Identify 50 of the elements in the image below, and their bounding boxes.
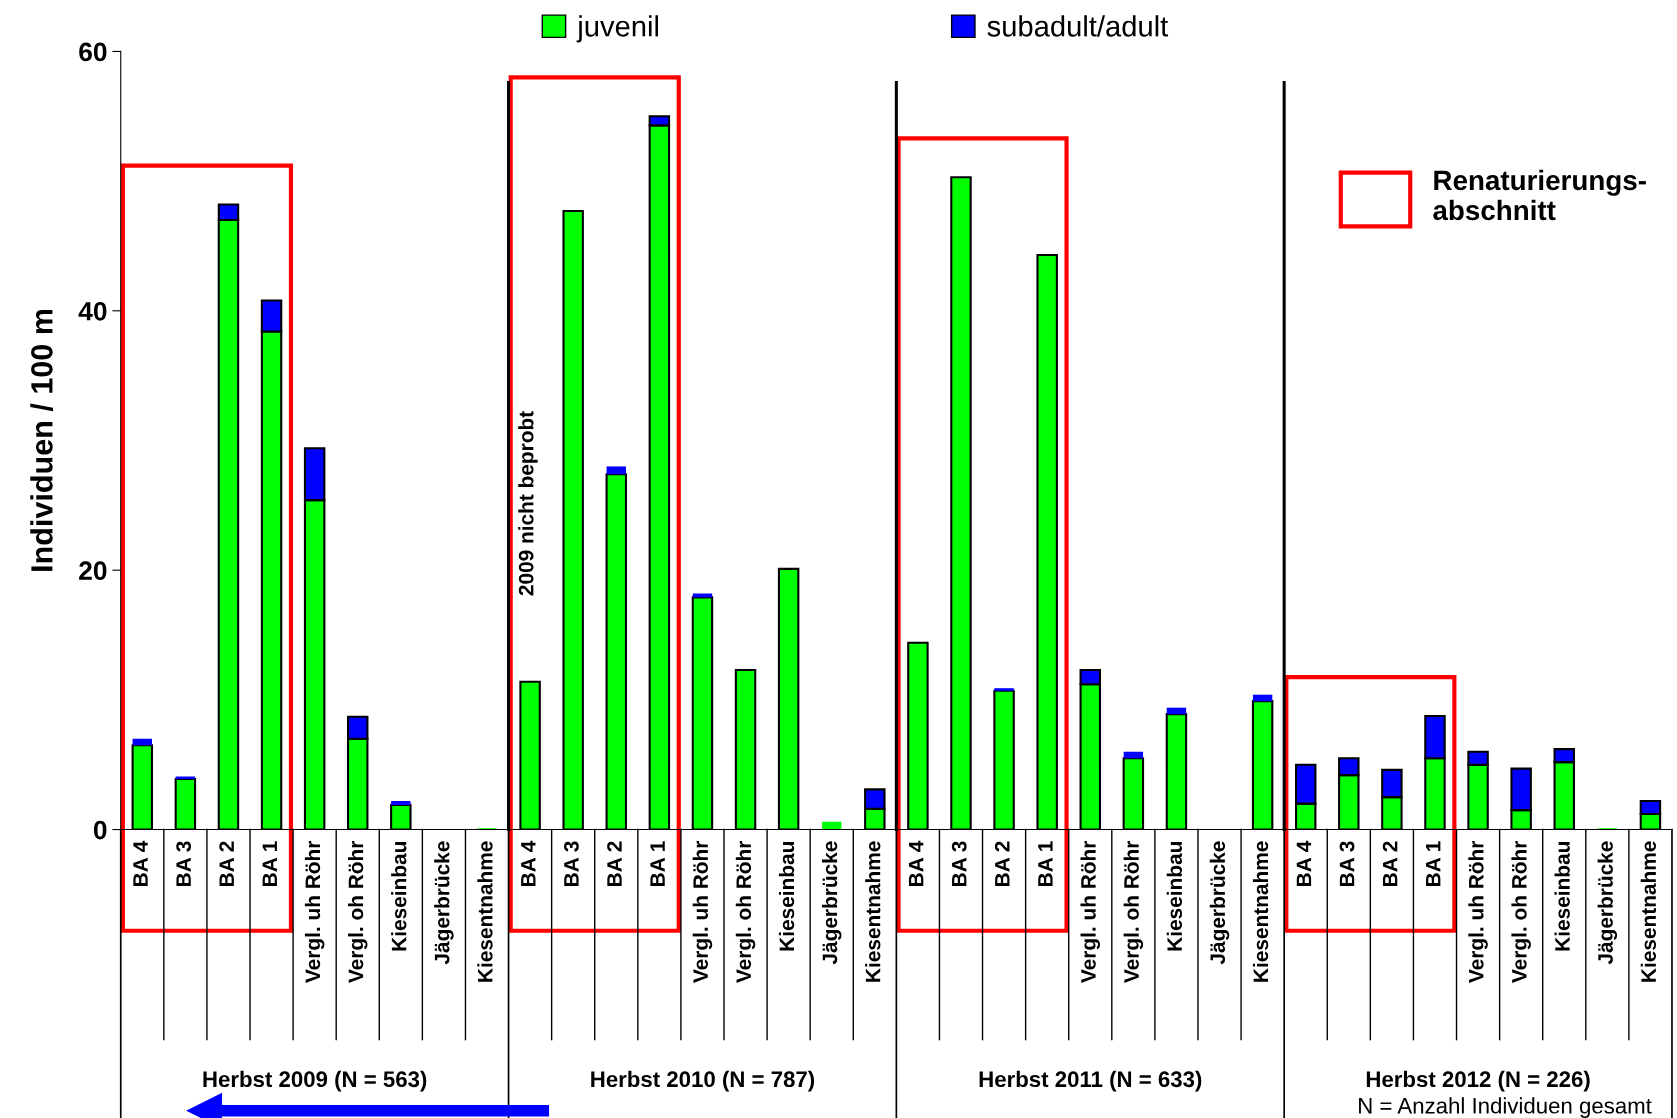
text: Herbst 2011 (N = 633) (979, 1070, 1202, 1092)
x-tick-label: Kieseinbau (1166, 842, 1183, 951)
text: Herbst 2010 (N = 787) (591, 1070, 815, 1092)
x-tick-label: Vergl. oh Röhr (1123, 840, 1144, 983)
x-tick-label: BA 2 (607, 841, 622, 886)
text: Herbst 2009 (N = 563) (203, 1070, 427, 1092)
x-tick-label: BA 1 (1426, 841, 1441, 886)
x-tick-label: Kieseinbau (1554, 842, 1570, 951)
x-tick-label: Jägerbrücke (1209, 841, 1230, 965)
x-tick-label: Vergl. uh Röhr (692, 840, 713, 983)
x-tick-label: Jägerbrücke (434, 841, 454, 965)
x-tick-label: Jägerbrücke (821, 841, 842, 965)
x-tick-label: BA 1 (650, 841, 665, 886)
y-axis-title: Individuen / 100 m (30, 309, 54, 571)
text: N = Anzahl Individuen gesamt (1359, 1097, 1652, 1118)
x-tick-label: Kiesentnahme (865, 841, 881, 982)
x-tick-label: BA 4 (521, 840, 536, 886)
y-tick-label: 20 (79, 561, 107, 580)
y-tick-label: 60 (79, 42, 107, 62)
x-tick-label: BA 3 (564, 841, 579, 886)
x-tick-label: Kieseinbau (391, 842, 407, 951)
x-tick-label: Vergl. oh Röhr (1511, 840, 1531, 983)
x-tick-label: Kiesentnahme (1252, 841, 1269, 982)
x-tick-label: BA 3 (1339, 841, 1355, 886)
x-tick-label: BA 3 (951, 841, 967, 886)
x-tick-label: BA 1 (1038, 841, 1053, 886)
x-tick-label: Kiesentnahme (477, 841, 493, 982)
x-tick-label: BA 4 (1296, 840, 1312, 886)
x-tick-label: Kiesentnahme (1640, 841, 1657, 982)
annotation: Renaturierungs- abschnitt (1433, 169, 1646, 221)
x-tick-label: BA 4 (908, 840, 924, 886)
legend-label: juvenil (576, 15, 659, 43)
annotation: 2009 nicht beprobt (518, 411, 538, 596)
x-tick-label: Vergl. oh Röhr (347, 840, 368, 983)
x-tick-label: Vergl. uh Röhr (1080, 840, 1101, 983)
x-tick-label: Vergl. uh Röhr (1468, 840, 1488, 983)
x-tick-label: BA 4 (133, 840, 148, 886)
x-tick-label: BA 3 (176, 841, 191, 886)
x-tick-label: BA 2 (994, 841, 1010, 886)
x-tick-label: Vergl. oh Röhr (735, 840, 756, 983)
x-tick-label: BA 2 (1382, 841, 1398, 886)
y-tick-label: 40 (78, 301, 107, 321)
legend-label: subadult/adult (987, 15, 1169, 37)
y-tick-label: 0 (93, 820, 107, 840)
x-tick-label: Kieseinbau (778, 842, 795, 951)
x-tick-label: Vergl. uh Röhr (304, 840, 325, 983)
x-tick-label: Jägerbrücke (1597, 841, 1618, 965)
text: Herbst 2012 (N = 226) (1366, 1070, 1590, 1092)
x-tick-label: BA 1 (262, 841, 277, 886)
x-tick-label: BA 2 (219, 841, 234, 886)
